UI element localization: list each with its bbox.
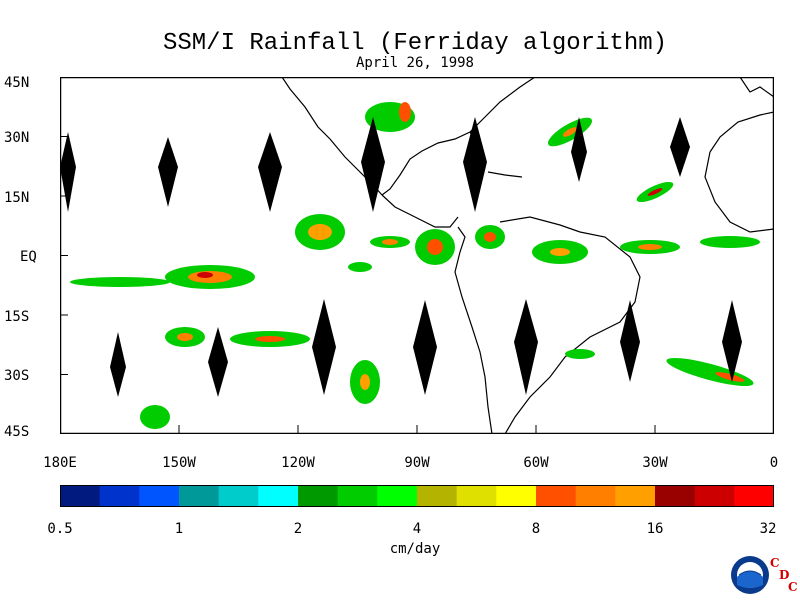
lat-label: 30S <box>4 368 30 384</box>
colorbar-tick-label: 1 <box>174 521 184 537</box>
colorbar-swatch <box>298 485 339 507</box>
colorbar-tick-label: 8 <box>531 521 541 537</box>
colorbar-tick-label: 4 <box>412 521 422 537</box>
rain-patches <box>70 102 760 429</box>
lon-label: 60W <box>523 455 549 471</box>
lon-label: 90W <box>404 455 430 471</box>
colorbar-swatch <box>734 485 774 507</box>
colorbar-swatch <box>575 485 616 507</box>
colorbar-units: cm/day <box>389 541 441 557</box>
rainfall-map <box>60 77 774 434</box>
colorbar-swatch <box>60 485 101 507</box>
colorbar-swatch <box>496 485 537 507</box>
cdc-letter: C <box>788 580 798 594</box>
colorbar <box>60 485 774 507</box>
lon-label: 180E <box>43 455 77 471</box>
cdc-letter: D <box>779 568 790 582</box>
colorbar-tick-label: 2 <box>293 521 303 537</box>
colorbar-tick-label: 0.5 <box>47 521 73 537</box>
lat-label: EQ <box>20 249 37 265</box>
lon-label: 150W <box>162 455 196 471</box>
colorbar-swatch <box>417 485 458 507</box>
colorbar-tick-label: 32 <box>759 521 777 537</box>
cdc-letter: C <box>770 556 780 570</box>
colorbar-swatch <box>536 485 577 507</box>
colorbar-swatch <box>456 485 497 507</box>
lon-label: 30W <box>642 455 668 471</box>
colorbar-swatch <box>337 485 378 507</box>
chart-date: April 26, 1998 <box>355 55 474 71</box>
colorbar-swatch <box>258 485 299 507</box>
colorbar-swatch <box>139 485 180 507</box>
colorbar-swatch <box>99 485 140 507</box>
lon-label: 0 <box>769 455 779 471</box>
colorbar-swatch <box>694 485 735 507</box>
noaa-logo-icon <box>731 556 769 594</box>
colorbar-swatch <box>218 485 259 507</box>
colorbar-swatch <box>179 485 220 507</box>
lat-label: 30N <box>4 130 30 146</box>
lat-label: 15N <box>4 190 30 206</box>
lat-label: 45S <box>4 424 30 440</box>
colorbar-swatch <box>615 485 656 507</box>
chart-title: SSM/I Rainfall (Ferriday algorithm) <box>162 30 668 57</box>
lat-label: 15S <box>4 309 30 325</box>
lat-label: 45N <box>4 75 30 91</box>
missing-data-diamonds <box>60 117 742 397</box>
colorbar-swatch <box>377 485 418 507</box>
colorbar-swatch <box>655 485 696 507</box>
colorbar-tick-label: 16 <box>646 521 664 537</box>
colorbar-frame <box>60 485 774 507</box>
lon-label: 120W <box>281 455 315 471</box>
